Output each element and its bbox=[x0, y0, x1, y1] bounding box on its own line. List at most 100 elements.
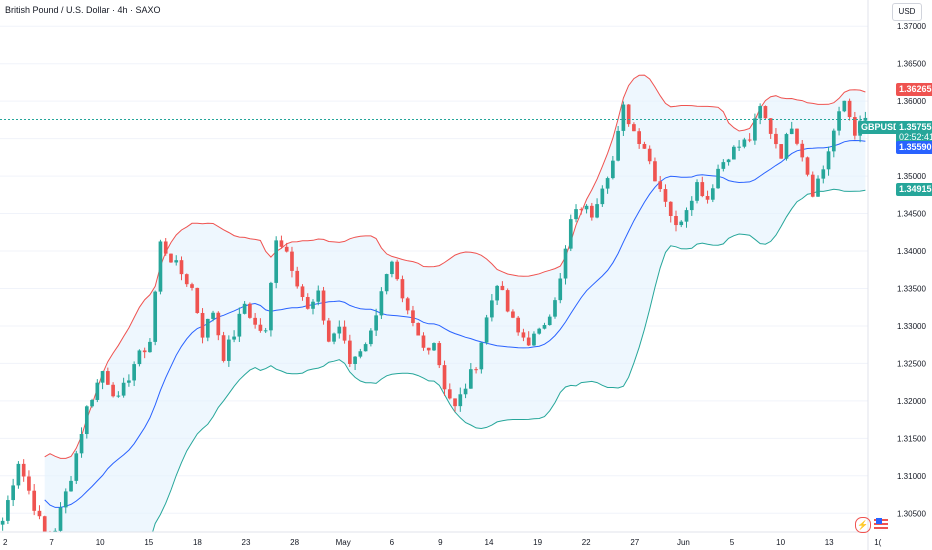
candle-body bbox=[316, 290, 321, 302]
candle bbox=[269, 281, 273, 337]
y-tick-label: 1.34000 bbox=[897, 247, 926, 256]
candle-body bbox=[390, 261, 394, 275]
y-axis[interactable]: 1.370001.365001.360001.355001.350001.345… bbox=[897, 22, 926, 518]
lightning-icon[interactable]: ⚡ bbox=[855, 517, 871, 533]
candle-body bbox=[768, 118, 773, 134]
candle-body bbox=[242, 303, 247, 314]
currency-button[interactable]: USD bbox=[892, 3, 922, 21]
basis-label: 1.35590 bbox=[896, 141, 932, 154]
candle bbox=[179, 256, 184, 281]
candle bbox=[379, 287, 384, 320]
candle bbox=[679, 220, 684, 228]
candle-body bbox=[184, 274, 189, 285]
candle-body bbox=[347, 340, 352, 364]
candle bbox=[558, 272, 563, 304]
candle bbox=[200, 308, 205, 344]
candle-body bbox=[647, 148, 652, 162]
candle-body bbox=[589, 205, 594, 218]
candle-body bbox=[27, 476, 31, 491]
candle bbox=[626, 104, 631, 127]
candle bbox=[274, 236, 279, 289]
candle-body bbox=[163, 241, 168, 254]
y-tick-label: 1.31000 bbox=[897, 472, 926, 481]
symbol-label: GBPUSD bbox=[858, 121, 903, 134]
candle bbox=[195, 287, 200, 314]
candle bbox=[84, 405, 89, 439]
us-flag-icon[interactable] bbox=[874, 517, 888, 531]
candle bbox=[395, 259, 400, 281]
bollinger-lower-line bbox=[152, 188, 866, 532]
candle bbox=[437, 340, 442, 369]
candle-body bbox=[395, 261, 400, 280]
candle-body bbox=[342, 326, 347, 341]
candle bbox=[542, 322, 547, 330]
candle bbox=[53, 528, 58, 532]
candle bbox=[6, 495, 10, 524]
candle bbox=[311, 299, 315, 315]
candle bbox=[732, 145, 736, 160]
countdown-label: 02:52:41 bbox=[896, 131, 932, 144]
candle-body bbox=[605, 178, 610, 189]
candle-body bbox=[32, 490, 37, 511]
candle bbox=[121, 377, 126, 398]
y-tick-label: 1.35000 bbox=[897, 172, 926, 181]
candle-body bbox=[232, 336, 236, 340]
candle bbox=[847, 98, 852, 121]
candle bbox=[684, 207, 689, 228]
candle-body bbox=[826, 151, 831, 170]
candle-body bbox=[716, 168, 720, 189]
candle bbox=[300, 284, 305, 301]
candle bbox=[647, 145, 652, 165]
candle bbox=[663, 184, 668, 207]
candle-body bbox=[90, 399, 94, 407]
candle bbox=[190, 282, 194, 291]
candle bbox=[700, 176, 705, 198]
candle-body bbox=[674, 215, 678, 226]
candle bbox=[405, 296, 410, 315]
candle bbox=[342, 320, 347, 344]
candle-body bbox=[374, 315, 378, 331]
candle bbox=[284, 242, 289, 253]
candle bbox=[789, 121, 794, 135]
candle-body bbox=[468, 369, 473, 389]
candle-body bbox=[774, 133, 778, 145]
candle-body bbox=[84, 406, 89, 435]
candle-body bbox=[216, 312, 221, 336]
candle bbox=[632, 122, 636, 132]
candle bbox=[837, 106, 841, 136]
candle-body bbox=[684, 210, 689, 222]
candle bbox=[116, 391, 121, 398]
candle-body bbox=[700, 182, 705, 197]
candle bbox=[805, 156, 810, 177]
candle-body bbox=[658, 181, 663, 190]
candle bbox=[447, 383, 452, 400]
candle-body bbox=[421, 335, 426, 348]
candle-body bbox=[111, 384, 115, 397]
y-tick-label: 1.33000 bbox=[897, 322, 926, 331]
candle-body bbox=[269, 282, 273, 331]
candle bbox=[132, 361, 136, 387]
candle bbox=[521, 328, 526, 342]
candle-body bbox=[463, 388, 468, 395]
candle bbox=[421, 332, 426, 351]
candle bbox=[816, 175, 820, 197]
candle-body bbox=[542, 325, 547, 329]
candle-body bbox=[490, 300, 494, 318]
candle bbox=[237, 307, 242, 342]
candle bbox=[69, 476, 73, 492]
candle bbox=[347, 334, 352, 367]
x-tick-label: 22 bbox=[582, 538, 591, 547]
candle-body bbox=[584, 205, 589, 210]
candle-body bbox=[79, 434, 84, 454]
candle-body bbox=[758, 106, 762, 119]
candle bbox=[784, 132, 789, 161]
candle bbox=[0, 517, 5, 531]
candle-body bbox=[453, 398, 457, 407]
x-tick-label: 2 bbox=[3, 538, 8, 547]
candle bbox=[468, 363, 473, 389]
x-axis[interactable]: 2 7 10 15 18 23 28 May 6 9 14 19 22 27 Jun 5 10 13 1( bbox=[3, 538, 882, 547]
candle bbox=[148, 338, 152, 353]
candle-body bbox=[400, 279, 405, 299]
candle bbox=[668, 201, 673, 223]
